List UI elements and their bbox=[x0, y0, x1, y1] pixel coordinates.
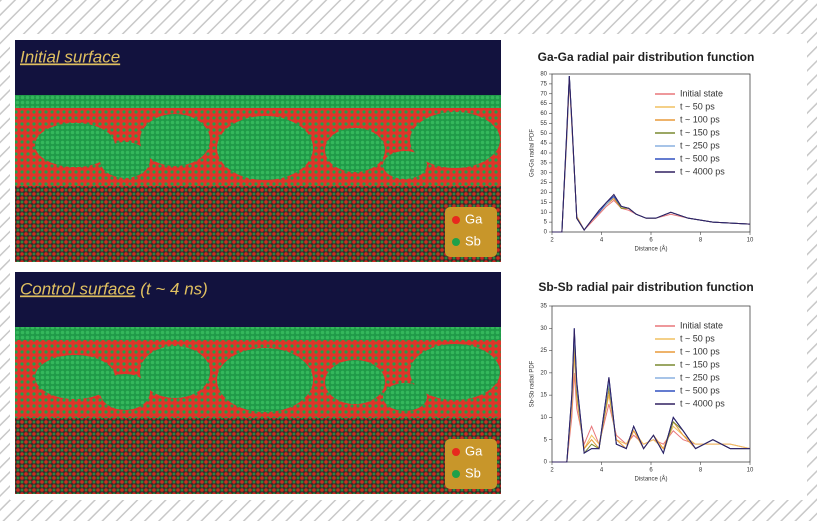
legend-label: t ~ 250 ps bbox=[680, 140, 720, 150]
y-tick-label: 25 bbox=[540, 180, 547, 186]
atom-legend-label: Sb bbox=[465, 233, 481, 248]
crystal bbox=[15, 182, 501, 262]
y-tick-label: 75 bbox=[540, 81, 547, 87]
x-axis-label: Distance (Å) bbox=[634, 476, 667, 483]
sb-cluster bbox=[140, 346, 210, 398]
atom-legend-label: Ga bbox=[465, 211, 483, 226]
legend-label: t ~ 50 ps bbox=[680, 333, 715, 343]
x-axis-label: Distance (Å) bbox=[634, 246, 667, 253]
y-axis-label: Ga-Ga radial PDF bbox=[530, 129, 536, 177]
legend-label: t ~ 4000 ps bbox=[680, 166, 725, 176]
sb-cluster bbox=[217, 116, 313, 180]
legend-label: t ~ 4000 ps bbox=[680, 398, 725, 408]
legend-label: Initial state bbox=[680, 320, 723, 330]
y-axis-label: Sb-Sb radial PDF bbox=[530, 360, 536, 407]
y-tick-label: 10 bbox=[540, 415, 547, 421]
atom-legend-dot bbox=[452, 238, 460, 246]
panel-subtitle: (t ~ 4 ns) bbox=[140, 279, 208, 298]
simulation-panel: Control surface (t ~ 4 ns) Ga Sb bbox=[15, 272, 501, 494]
sb-cluster bbox=[325, 360, 385, 404]
sb-cluster bbox=[140, 114, 210, 166]
y-tick-label: 30 bbox=[540, 170, 547, 176]
sb-cluster bbox=[217, 348, 313, 412]
sb-cluster bbox=[383, 151, 427, 179]
legend-label: t ~ 100 ps bbox=[680, 346, 720, 356]
legend-label: t ~ 100 ps bbox=[680, 114, 720, 124]
y-tick-label: 45 bbox=[540, 141, 547, 147]
chart-title: Ga-Ga radial pair distribution function bbox=[538, 50, 755, 64]
legend-label: t ~ 150 ps bbox=[680, 359, 720, 369]
x-tick-label: 10 bbox=[747, 468, 754, 474]
legend-label: t ~ 250 ps bbox=[680, 372, 720, 382]
y-tick-label: 35 bbox=[540, 304, 547, 310]
panel-title: Initial surface bbox=[20, 47, 120, 66]
y-tick-label: 30 bbox=[540, 326, 547, 332]
atom-legend-dot bbox=[452, 470, 460, 478]
atom-legend-dot bbox=[452, 448, 460, 456]
y-tick-label: 80 bbox=[540, 72, 547, 78]
y-tick-label: 40 bbox=[540, 151, 547, 157]
sb-cluster bbox=[100, 374, 150, 410]
legend-label: t ~ 50 ps bbox=[680, 101, 715, 111]
sb-cluster bbox=[383, 383, 427, 411]
y-tick-label: 10 bbox=[540, 210, 547, 216]
y-tick-label: 15 bbox=[540, 393, 547, 399]
y-tick-label: 60 bbox=[540, 111, 547, 117]
panel-title: Control surface bbox=[20, 279, 135, 298]
legend-label: t ~ 500 ps bbox=[680, 153, 720, 163]
legend-label: Initial state bbox=[680, 88, 723, 98]
x-tick-label: 10 bbox=[747, 238, 754, 244]
figure: Initial surface Ga Sb Control surface (t ~ 4… bbox=[0, 0, 817, 521]
atom-legend-dot bbox=[452, 216, 460, 224]
y-tick-label: 65 bbox=[540, 101, 547, 107]
y-tick-label: 25 bbox=[540, 348, 547, 354]
sb-cluster bbox=[100, 142, 150, 178]
atom-legend-label: Sb bbox=[465, 465, 481, 480]
y-tick-label: 20 bbox=[540, 370, 547, 376]
simulation-panel: Initial surface Ga Sb bbox=[15, 40, 501, 262]
y-tick-label: 35 bbox=[540, 160, 547, 166]
y-tick-label: 50 bbox=[540, 131, 547, 137]
y-tick-label: 55 bbox=[540, 121, 547, 127]
sb-cluster bbox=[325, 128, 385, 172]
y-tick-label: 20 bbox=[540, 190, 547, 196]
legend-label: t ~ 150 ps bbox=[680, 127, 720, 137]
y-tick-label: 15 bbox=[540, 200, 547, 206]
chart-title: Sb-Sb radial pair distribution function bbox=[538, 280, 753, 294]
legend-label: t ~ 500 ps bbox=[680, 385, 720, 395]
crystal bbox=[15, 414, 501, 494]
y-tick-label: 70 bbox=[540, 91, 547, 97]
atom-legend-label: Ga bbox=[465, 443, 483, 458]
